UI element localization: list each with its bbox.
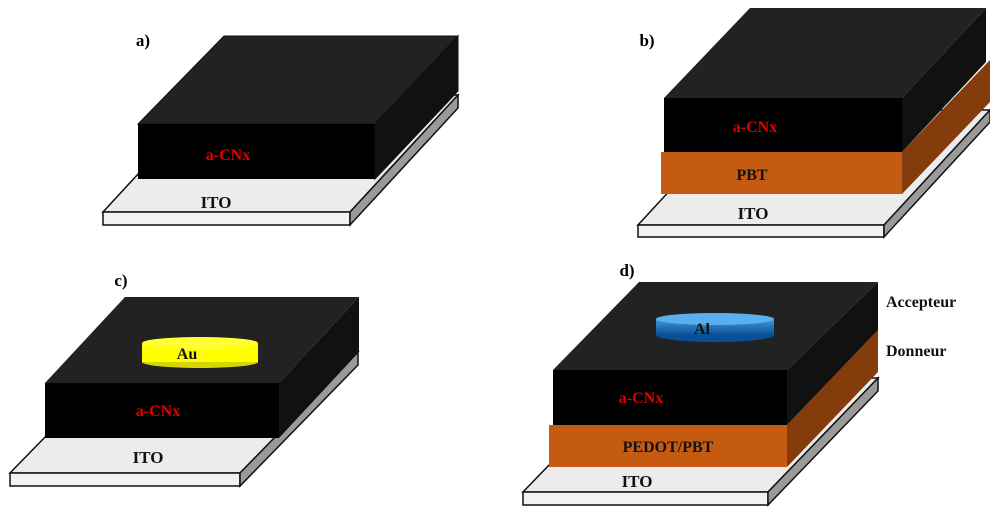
panel-a-label: a) (136, 31, 150, 50)
panel-c-label: c) (114, 271, 127, 290)
panel-a-acnx-block: a-CNx (136, 34, 460, 181)
panel-c-ito-label: ITO (133, 448, 164, 467)
panel-d-al-contact: Al (656, 313, 774, 342)
panel-c-acnx-block: a-CNx (45, 297, 359, 438)
panel-b-pbt-layer: PBT (661, 60, 990, 194)
donneur-label: Donneur (886, 343, 946, 360)
panel-d-label: d) (619, 261, 634, 280)
panel-d-acnx-label: a-CNx (619, 390, 663, 407)
accepteur-label: Accepteur (886, 294, 956, 311)
panel-d-pedot-pbt-layer: PEDOT/PBT (549, 330, 878, 467)
panel-a: a) ITO a-CNx (101, 31, 460, 227)
panel-b-acnx-label: a-CNx (733, 119, 777, 136)
panel-b-acnx-block: a-CNx (664, 8, 986, 152)
panel-d-al-label: Al (694, 321, 711, 338)
panel-d: d) ITO PEDOT/PBT a-CNx Al Acce (521, 261, 956, 507)
panel-b: b) ITO PBT a-CNx (636, 8, 990, 239)
panel-a-ito-label: ITO (201, 193, 232, 212)
panel-c-au-label: Au (177, 346, 198, 363)
panel-b-ito-label: ITO (738, 204, 769, 223)
panel-d-ito-label: ITO (622, 472, 653, 491)
panel-c: c) ITO a-CNx Au (8, 271, 360, 488)
panel-c-au-contact: Au (142, 337, 258, 368)
panel-b-pbt-label: PBT (736, 167, 767, 184)
panel-b-label: b) (639, 31, 654, 50)
panel-c-acnx-label: a-CNx (136, 403, 180, 420)
panel-d-pedot-pbt-label: PEDOT/PBT (623, 439, 714, 456)
panel-a-acnx-label: a-CNx (206, 147, 250, 164)
